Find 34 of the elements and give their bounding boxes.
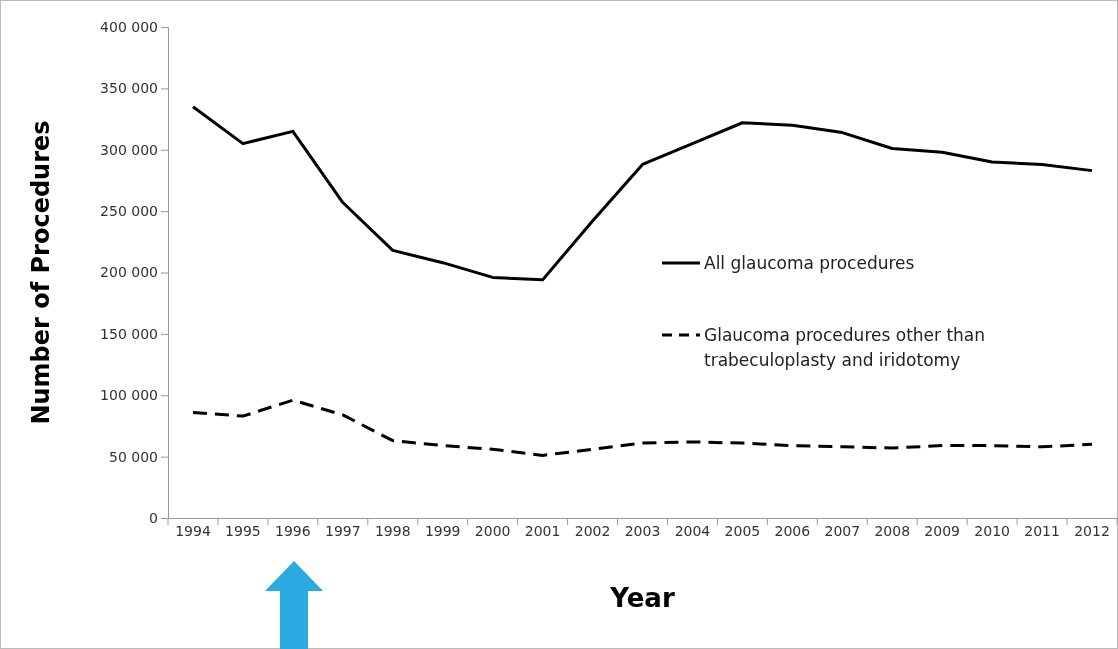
y-tick-label: 400 000 [100, 18, 158, 35]
y-tick-label: 150 000 [100, 325, 158, 342]
y-tick-label: 300 000 [100, 141, 158, 158]
x-tick-label: 2008 [874, 523, 911, 540]
x-tick-label: 2009 [924, 523, 960, 540]
y-tick-label: 50 000 [109, 448, 158, 465]
x-tick-label: 2003 [624, 523, 661, 540]
x-tick-label: 1998 [374, 523, 411, 540]
x-tick-label: 2000 [474, 523, 511, 540]
y-tick-label: 100 000 [100, 387, 158, 404]
legend-label: Glaucoma procedures other than trabeculoplasty and iridotomy [704, 325, 986, 370]
y-tick-label: 350 000 [100, 80, 158, 97]
x-tick-label: 1997 [325, 523, 361, 540]
y-axis-title: Number of Procedures [27, 120, 55, 425]
x-tick-label: 1994 [175, 523, 211, 540]
line-series [191, 398, 1094, 457]
y-tick-label: 0 [149, 509, 158, 526]
x-tick-label: 2005 [724, 523, 761, 540]
x-tick-label: 2004 [674, 523, 711, 540]
x-tick-label: 1995 [225, 523, 261, 540]
legend-label: All glaucoma procedures [704, 253, 915, 273]
x-axis-title: Year [609, 583, 675, 613]
x-tick-label: 2001 [524, 523, 561, 540]
x-tick-label: 2010 [974, 523, 1010, 540]
x-tick-label: 2011 [1024, 523, 1060, 540]
x-tick-label: 1999 [424, 523, 461, 540]
x-tick-label: 2012 [1074, 523, 1110, 540]
x-tick-label: 2007 [824, 523, 861, 540]
line-series [191, 105, 1094, 282]
y-tick-label: 200 000 [100, 264, 158, 281]
y-tick-label: 250 000 [100, 203, 158, 220]
x-tick-label: 2006 [774, 523, 811, 540]
x-tick-label: 1996 [275, 523, 311, 540]
x-tick-label: 2002 [574, 523, 611, 540]
